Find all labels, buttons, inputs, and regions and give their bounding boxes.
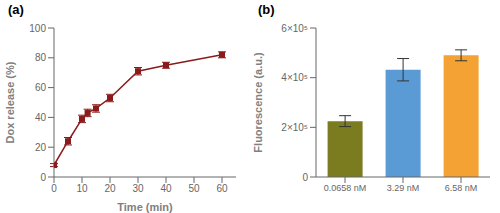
html-text:(b): (b) [258, 2, 275, 17]
svg-text:6×10⁵: 6×10⁵ [281, 23, 308, 34]
svg-text:20: 20 [35, 142, 47, 153]
svg-text:2×10⁵: 2×10⁵ [281, 122, 308, 133]
svg-text:50: 50 [188, 183, 200, 194]
svg-text:Dox release (%): Dox release (%) [8, 61, 16, 143]
svg-text:20: 20 [104, 183, 116, 194]
html-text:(a): (a) [8, 2, 24, 17]
svg-text:30: 30 [132, 183, 144, 194]
svg-text:40: 40 [160, 183, 172, 194]
svg-text:100: 100 [29, 23, 46, 34]
svg-text:4×10⁵: 4×10⁵ [281, 72, 308, 83]
svg-text:6.58 nM: 6.58 nM [445, 183, 478, 193]
svg-text:0: 0 [51, 183, 57, 194]
svg-text:80: 80 [35, 52, 47, 63]
svg-text:40: 40 [35, 112, 47, 123]
svg-text:60: 60 [35, 82, 47, 93]
svg-text:10: 10 [76, 183, 88, 194]
svg-text:60: 60 [216, 183, 228, 194]
svg-text:Time (min): Time (min) [117, 201, 173, 213]
svg-text:0: 0 [40, 172, 46, 183]
svg-text:3.29 nM: 3.29 nM [387, 183, 420, 193]
svg-text:0.0658 nM: 0.0658 nM [324, 183, 367, 193]
svg-text:Fluorescence (a.u.): Fluorescence (a.u.) [252, 52, 264, 153]
svg-text:0: 0 [302, 172, 308, 183]
